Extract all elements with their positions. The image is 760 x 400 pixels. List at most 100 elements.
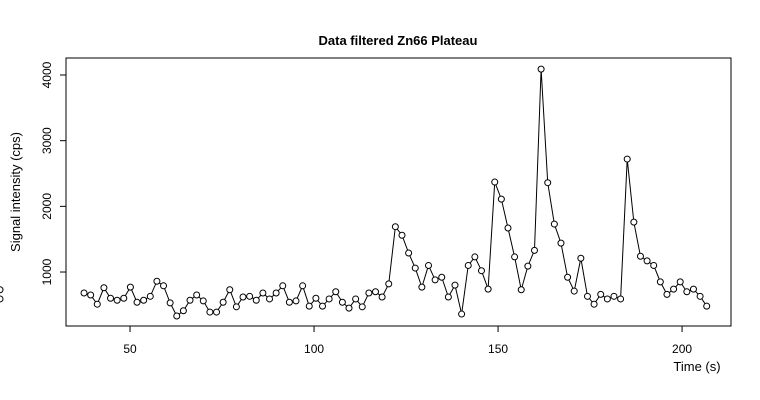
data-point [577, 254, 585, 262]
data-point [550, 220, 558, 228]
data-point [557, 239, 565, 247]
data-point [703, 302, 711, 310]
data-point [544, 179, 552, 187]
data-point [80, 289, 88, 297]
data-point [451, 281, 459, 289]
data-point [511, 253, 519, 261]
data-point [193, 291, 201, 299]
data-point [113, 296, 121, 304]
data-point [279, 282, 287, 290]
data-point [617, 295, 625, 303]
data-point [166, 299, 174, 307]
chart-title: Data filtered Zn66 Plateau [319, 33, 478, 48]
data-point [259, 289, 267, 297]
data-point [636, 252, 644, 260]
data-point [458, 310, 466, 318]
data-point [226, 286, 234, 294]
data-point [504, 224, 512, 232]
data-point [173, 312, 181, 320]
data-point [391, 223, 399, 231]
data-point [471, 253, 479, 261]
data-point [371, 288, 379, 296]
data-point [676, 278, 684, 286]
x-axis-label: Time (s) [673, 359, 720, 374]
data-point [438, 273, 446, 281]
data-point [239, 293, 247, 301]
y-tick-label: 1000 [40, 258, 54, 285]
x-tick-label: 200 [672, 342, 692, 356]
data-point [431, 276, 439, 284]
data-point [663, 290, 671, 298]
data-point [179, 307, 187, 315]
data-point [252, 296, 260, 304]
data-point [285, 298, 293, 306]
data-point [689, 285, 697, 293]
plot-frame [65, 57, 732, 327]
data-point [564, 273, 572, 281]
data-point [477, 267, 485, 275]
y-tick-label: 2000 [40, 193, 54, 220]
data-point [219, 298, 227, 306]
data-point [590, 300, 598, 308]
data-point [213, 308, 221, 316]
data-point [411, 264, 419, 272]
data-point [603, 295, 611, 303]
data-point [630, 218, 638, 226]
data-point [491, 178, 499, 186]
data-point [133, 298, 141, 306]
y-tick-label: 4000 [40, 61, 54, 88]
data-point [325, 295, 333, 303]
data-line [83, 69, 708, 317]
data-point [643, 257, 651, 265]
x-tick-label: 100 [304, 342, 324, 356]
data-point [140, 296, 148, 304]
data-point [530, 246, 538, 254]
data-point [93, 300, 101, 308]
data-point [537, 65, 545, 73]
data-point [524, 262, 532, 270]
data-point [670, 285, 678, 293]
data-point [497, 195, 505, 203]
data-point [146, 292, 154, 300]
data-point [153, 277, 161, 285]
data-point [656, 278, 664, 286]
data-point [352, 295, 360, 303]
data-point [246, 292, 254, 300]
data-point [358, 303, 366, 311]
x-tick-label: 150 [488, 342, 508, 356]
data-point [232, 303, 240, 311]
data-point [405, 249, 413, 257]
data-point [623, 155, 631, 163]
data-point [199, 297, 207, 305]
data-point [186, 296, 194, 304]
data-point [696, 292, 704, 300]
data-point [650, 261, 658, 269]
data-point [610, 292, 618, 300]
data-point [517, 286, 525, 294]
data-point [0, 286, 4, 294]
data-point [272, 289, 280, 297]
data-point [266, 295, 274, 303]
data-point [597, 290, 605, 298]
data-point [305, 302, 313, 310]
data-point [583, 292, 591, 300]
data-point [444, 293, 452, 301]
data-point [87, 291, 95, 299]
data-point [424, 261, 432, 269]
data-point [464, 261, 472, 269]
x-tick-label: 50 [123, 342, 137, 356]
data-point [365, 289, 373, 297]
data-point [398, 231, 406, 239]
data-point [319, 302, 327, 310]
data-point [206, 308, 214, 316]
data-point [160, 282, 168, 290]
data-point [0, 295, 4, 303]
data-point [418, 283, 426, 291]
y-tick-label: 3000 [40, 127, 54, 154]
data-point [385, 280, 393, 288]
data-point [292, 297, 300, 305]
data-point [484, 285, 492, 293]
data-point [378, 293, 386, 301]
data-point [683, 288, 691, 296]
